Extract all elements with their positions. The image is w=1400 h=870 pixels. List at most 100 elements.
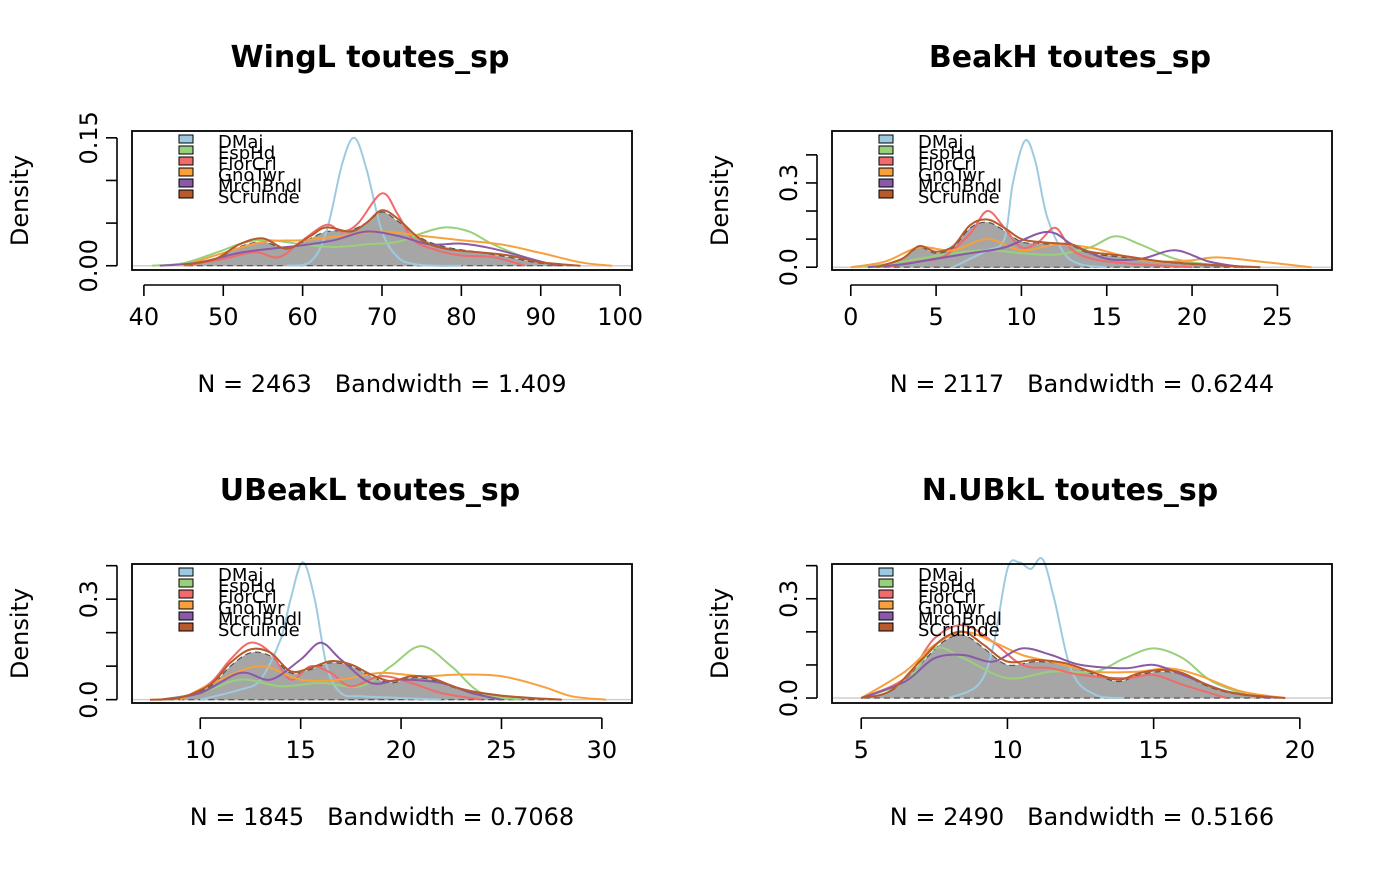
legend-label-esphd: EspHd [218, 143, 275, 164]
x-tick-label: 15 [1091, 303, 1122, 331]
legend-swatch-scrulnde [878, 189, 894, 199]
legend-swatch-esphd [878, 145, 894, 155]
legend-label-mrchbndl: MrchBndl [918, 176, 1002, 197]
legend-swatch-dmaj [878, 134, 894, 144]
legend-label-florcrl: FlorCrl [218, 587, 277, 608]
x-axis: 5 10 15 20 [854, 717, 1316, 764]
density-curve-florcrl [860, 624, 1227, 699]
legend-swatch-florcrl [178, 156, 194, 166]
y-tick-label: 0.0 [775, 679, 803, 717]
legend-swatch-gnotwr [178, 600, 194, 610]
x-tick-label: 50 [208, 303, 239, 331]
density-curve-gnotwr [183, 230, 613, 267]
x-axis: 40 50 60 70 80 90 100 [129, 284, 643, 331]
panel-4: N.UBkL toutes_sp 5 10 15 20 0.0 0.3 N = 2490 Ba… [706, 473, 1333, 831]
x-tick-label: 20 [386, 736, 417, 764]
x-tick-label: 70 [367, 303, 398, 331]
x-tick-label: 25 [1262, 303, 1293, 331]
y-tick-label: 0.3 [775, 164, 803, 202]
plot-title: UBeakL toutes_sp [220, 473, 521, 508]
density-curve-esphd [850, 235, 1261, 269]
x-axis-label: N = 1845 Bandwidth = 0.7068 [190, 803, 574, 831]
y-tick-label: 0.15 [75, 111, 103, 164]
x-tick-label: 80 [446, 303, 477, 331]
y-tick-label: 0.3 [75, 580, 103, 618]
legend-label-florcrl: FlorCrl [918, 587, 977, 608]
x-tick-label: 20 [1285, 736, 1316, 764]
density-curve-florcrl [884, 210, 1193, 269]
x-axis: 10 15 20 25 30 [185, 717, 618, 764]
legend-label-mrchbndl: MrchBndl [918, 609, 1002, 630]
plot-title: N.UBkL toutes_sp [922, 473, 1218, 508]
legend-label-dmaj: DMaj [218, 565, 263, 586]
density-curve-florcrl [179, 641, 482, 701]
panel-2: BeakH toutes_sp 0 5 10 15 20 25 0.0 0.3 N = 2117 … [706, 40, 1333, 398]
y-tick-label: 0.0 [75, 681, 103, 719]
density-curve-florcrl [183, 192, 526, 267]
x-tick-label: 10 [1006, 303, 1037, 331]
y-tick-label: 0.3 [775, 580, 803, 618]
x-tick-label: 10 [185, 736, 216, 764]
x-axis: 0 5 10 15 20 25 [843, 284, 1293, 331]
density-curve-scrulnde [876, 218, 1261, 269]
x-axis-label: N = 2117 Bandwidth = 0.6244 [890, 370, 1274, 398]
legend-swatch-dmaj [178, 134, 194, 144]
legend-swatch-mrchbndl [178, 178, 194, 188]
legend-label-dmaj: DMaj [218, 132, 263, 153]
legend-label-scrulnde: SCrulnde [218, 620, 300, 641]
plot-title: BeakH toutes_sp [929, 40, 1211, 75]
y-axis: 0.00 0.15 [75, 111, 118, 292]
legend-swatch-mrchbndl [878, 611, 894, 621]
x-tick-label: 10 [992, 736, 1023, 764]
x-tick-label: 90 [525, 303, 556, 331]
x-axis-label: N = 2463 Bandwidth = 1.409 [197, 370, 566, 398]
density-curve-gnotwr [179, 665, 607, 701]
legend-swatch-scrulnde [878, 622, 894, 632]
plot-frame [131, 563, 633, 704]
legend-label-dmaj: DMaj [918, 565, 963, 586]
y-axis: 0.0 0.3 [775, 154, 818, 286]
density-curve-mrchbndl [867, 230, 1244, 269]
legend-label-dmaj: DMaj [918, 132, 963, 153]
density-curve-scrulnde [860, 630, 1286, 699]
legend-swatch-esphd [178, 578, 194, 588]
legend-swatch-florcrl [878, 589, 894, 599]
legend-label-scrulnde: SCrulnde [218, 187, 300, 208]
plot-title: WingL toutes_sp [231, 40, 510, 75]
legend-swatch-dmaj [878, 567, 894, 577]
legend-swatch-dmaj [178, 567, 194, 577]
y-tick-label: 0.00 [75, 239, 103, 292]
panel-1: WingL toutes_sp 40 50 60 70 80 90 100 0.00 0.15 N … [6, 40, 643, 398]
legend-label-scrulnde: SCrulnde [918, 187, 1000, 208]
legend-swatch-scrulnde [178, 189, 194, 199]
y-axis: 0.0 0.3 [775, 564, 818, 717]
legend-label-mrchbndl: MrchBndl [218, 176, 302, 197]
x-tick-label: 15 [285, 736, 316, 764]
y-tick-label: 0.0 [775, 248, 803, 286]
x-tick-label: 100 [597, 303, 643, 331]
x-tick-label: 25 [486, 736, 517, 764]
legend-label-gnotwr: GnoTwr [218, 598, 285, 619]
legend-label-mrchbndl: MrchBndl [218, 609, 302, 630]
y-axis-label: Density [706, 155, 734, 246]
legend-label-gnotwr: GnoTwr [918, 598, 985, 619]
density-curve-dmaj [952, 139, 1107, 269]
legend-label-esphd: EspHd [918, 143, 975, 164]
legend-swatch-florcrl [878, 156, 894, 166]
legend-label-florcrl: FlorCrl [218, 154, 277, 175]
y-axis: 0.0 0.3 [75, 564, 118, 719]
x-tick-label: 20 [1177, 303, 1208, 331]
x-tick-label: 30 [587, 736, 618, 764]
legend-label-gnotwr: GnoTwr [218, 165, 285, 186]
x-tick-label: 0 [843, 303, 858, 331]
panel-3: UBeakL toutes_sp 10 15 20 25 30 0.0 0.3 N = 1845… [6, 473, 633, 831]
x-tick-label: 15 [1138, 736, 1169, 764]
density-curve-scrulnde [183, 209, 581, 267]
legend-swatch-scrulnde [178, 622, 194, 632]
density-curve-esphd [151, 226, 557, 267]
plot-frame [131, 130, 633, 271]
